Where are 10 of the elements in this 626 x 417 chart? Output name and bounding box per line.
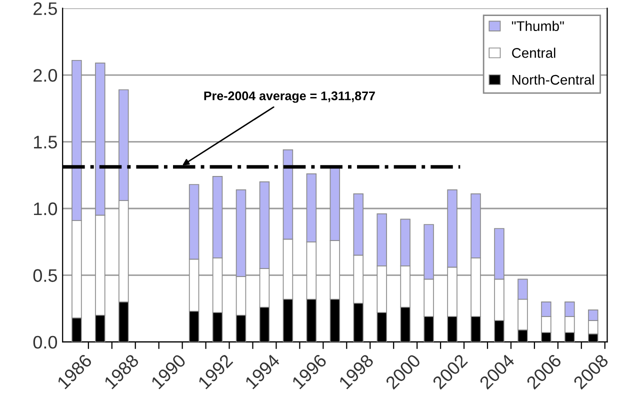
legend-label: "Thumb"	[512, 20, 564, 32]
y-tick-label: 1.5	[34, 136, 57, 148]
y-tick-label: 2.0	[34, 68, 58, 82]
legend-label: Central	[512, 48, 556, 58]
y-tick-label: 0.5	[33, 269, 57, 282]
legend-label: North-Central	[512, 74, 594, 85]
y-tick-label: 0.0	[33, 336, 58, 349]
ref-line-label: Pre-2004 average = 1,311,877	[204, 91, 375, 103]
y-tick-label: 2.5	[34, 2, 57, 16]
y-tick-label: 1.0	[34, 202, 58, 216]
